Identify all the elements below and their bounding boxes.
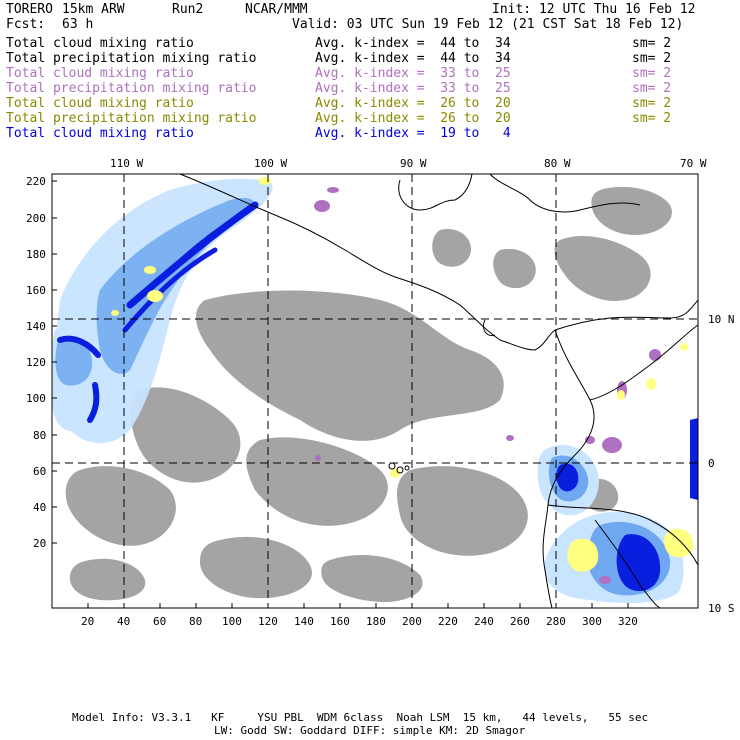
- x-tick-320: 320: [618, 615, 638, 628]
- lat-label-0: 0: [708, 457, 715, 470]
- legend-sm-5: sm= 2: [632, 111, 672, 126]
- header-init: Init: 12 UTC Thu 16 Feb 12: [492, 2, 696, 17]
- lon-label-100w: 100 W: [254, 157, 288, 170]
- lon-label-70w: 70 W: [680, 157, 707, 170]
- legend-sm-1: sm= 2: [632, 51, 672, 66]
- x-tick-240: 240: [474, 615, 494, 628]
- purple-patches: [314, 187, 661, 584]
- y-tick-120: 120: [26, 356, 46, 369]
- legend-field-0: Total cloud mixing ratio: [6, 36, 194, 51]
- legend-field-4: Total cloud mixing ratio: [6, 96, 194, 111]
- header-run: Run2: [172, 2, 204, 17]
- legend-field-1: Total precipitation mixing ratio: [6, 51, 257, 66]
- legend-range-4: Avg. k-index = 26 to 20: [315, 96, 511, 111]
- x-tick-160: 160: [330, 615, 350, 628]
- x-tick-20: 20: [81, 615, 95, 628]
- coastline: [179, 173, 699, 609]
- yellow-nw-patches: [111, 177, 271, 316]
- footer-physics-info: LW: Godd SW: Goddard DIFF: simple KM: 2D…: [214, 724, 526, 737]
- legend-range-6: Avg. k-index = 19 to 4: [315, 126, 511, 141]
- gray-cloud-field: [65, 186, 672, 603]
- x-tick-220: 220: [438, 615, 458, 628]
- legend-sm-0: sm= 2: [632, 36, 672, 51]
- legend-range-1: Avg. k-index = 44 to 34: [315, 51, 511, 66]
- x-tick-180: 180: [366, 615, 386, 628]
- header-resolution: 15km ARW: [62, 2, 125, 17]
- x-tick-100: 100: [222, 615, 242, 628]
- header-fcst-label: Fcst:: [6, 17, 46, 32]
- x-tick-60: 60: [153, 615, 167, 628]
- y-tick-200: 200: [26, 212, 46, 225]
- axis-ticks: [52, 180, 629, 608]
- y-tick-140: 140: [26, 320, 46, 333]
- y-tick-100: 100: [26, 392, 46, 405]
- y-tick-40: 40: [33, 501, 47, 514]
- x-tick-80: 80: [189, 615, 203, 628]
- x-tick-200: 200: [402, 615, 422, 628]
- y-tick-220: 220: [26, 175, 46, 188]
- x-tick-140: 140: [294, 615, 314, 628]
- legend-field-5: Total precipitation mixing ratio: [6, 111, 257, 126]
- lon-label-80w: 80 W: [544, 157, 571, 170]
- lat-label-10s: 10 S: [708, 602, 735, 615]
- y-tick-180: 180: [26, 248, 46, 261]
- lat-lon-grid: [52, 174, 698, 608]
- y-tick-60: 60: [33, 465, 47, 478]
- y-tick-20: 20: [33, 537, 47, 550]
- x-tick-260: 260: [510, 615, 530, 628]
- legend-range-2: Avg. k-index = 33 to 25: [315, 66, 511, 81]
- legend-range-3: Avg. k-index = 33 to 25: [315, 81, 511, 96]
- legend-sm-2: sm= 2: [632, 66, 672, 81]
- header-org: NCAR/MMM: [245, 2, 308, 17]
- legend-range-5: Avg. k-index = 26 to 20: [315, 111, 511, 126]
- legend-sm-4: sm= 2: [632, 96, 672, 111]
- mid-blue-cloud-plume: [55, 198, 254, 386]
- header-model: TORERO: [6, 2, 53, 17]
- y-tick-160: 160: [26, 284, 46, 297]
- x-tick-40: 40: [117, 615, 131, 628]
- lon-label-110w: 110 W: [110, 157, 144, 170]
- legend-field-3: Total precipitation mixing ratio: [6, 81, 257, 96]
- lat-label-10n: 10 N: [708, 313, 735, 326]
- legend-sm-3: sm= 2: [632, 81, 672, 96]
- deep-blue-cloud-streaks: [57, 201, 259, 423]
- header-valid: Valid: 03 UTC Sun 19 Feb 12 (21 CST Sat …: [292, 17, 684, 32]
- lon-label-90w: 90 W: [400, 157, 427, 170]
- x-tick-280: 280: [546, 615, 566, 628]
- y-tick-80: 80: [33, 429, 47, 442]
- legend-field-6: Total cloud mixing ratio: [6, 126, 194, 141]
- legend-range-0: Avg. k-index = 44 to 34: [315, 36, 511, 51]
- x-tick-120: 120: [258, 615, 278, 628]
- header-fcst-value: 63 h: [62, 17, 94, 32]
- legend-field-2: Total cloud mixing ratio: [6, 66, 194, 81]
- x-tick-300: 300: [582, 615, 602, 628]
- footer-model-info: Model Info: V3.3.1 KF YSU PBL WDM 6class…: [72, 711, 649, 724]
